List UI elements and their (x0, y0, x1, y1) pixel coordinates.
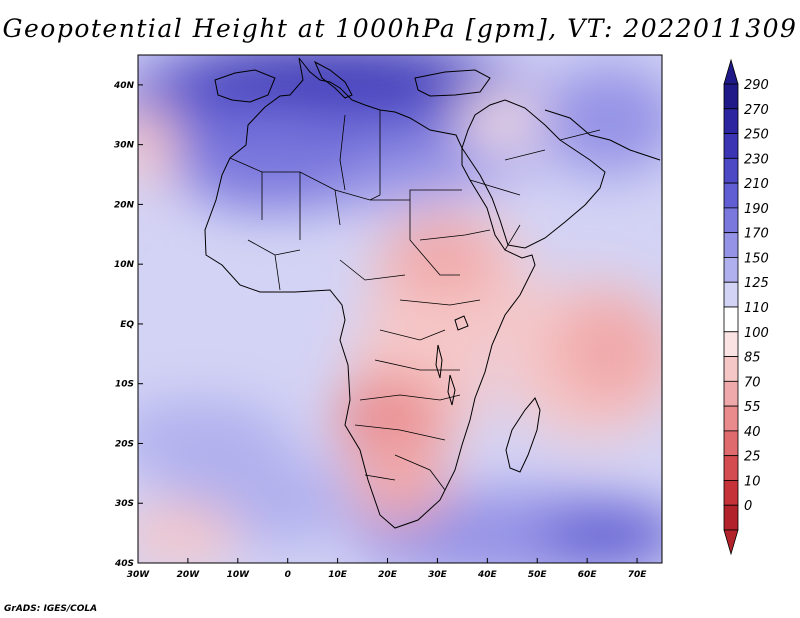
colorbar-swatch-170 (723, 232, 739, 258)
anatolia-coastline (414, 69, 491, 97)
colorbar-label: 70 (744, 375, 761, 390)
plot-frame (137, 54, 663, 564)
iran-coast (544, 109, 661, 161)
colorbar-swatch-230 (723, 157, 739, 184)
colorbar-label: 125 (744, 276, 769, 291)
colorbar-label: 190 (744, 202, 769, 217)
colorbar-top-arrow (723, 58, 739, 85)
colorbar-swatch-270 (723, 108, 739, 134)
colorbar-swatch-55 (723, 405, 739, 432)
lon-tick-label: 70E (628, 570, 648, 580)
colorbar-swatch-110 (723, 306, 739, 333)
colorbar-label: 40 (744, 425, 761, 440)
lon-tick-label: 50E (528, 570, 548, 580)
colorbar-label: 55 (744, 400, 761, 415)
colorbar-swatch-250 (723, 133, 739, 159)
colorbar-swatch-70 (723, 380, 739, 407)
colorbar-swatch-190 (723, 207, 739, 234)
lon-tick-label: 40E (477, 570, 498, 580)
lon-tick-label: 30E (428, 570, 448, 580)
colorbar-label: 230 (744, 152, 769, 167)
height-field (138, 55, 662, 563)
colorbar-swatch-10 (723, 480, 739, 506)
chart-title: Geopotential Height at 1000hPa [gpm], VT… (2, 14, 798, 43)
iberia-coastline (214, 69, 276, 103)
lon-tick-label: 20W (177, 570, 201, 580)
lon-tick-label: 30W (127, 570, 151, 580)
lat-tick-label: 40S (114, 559, 134, 569)
madagascar-coastline (505, 397, 541, 473)
lake-victoria (454, 315, 469, 331)
lon-tick-label: 20E (378, 570, 398, 580)
borders (229, 110, 601, 491)
arabia-coastline (461, 99, 606, 249)
italy-coastline (313, 60, 353, 99)
colorbar-bottom-arrow (723, 529, 739, 556)
colorbar-swatch-290 (723, 83, 739, 110)
colorbar-label: 110 (744, 301, 769, 316)
colorbar-swatch-85 (723, 356, 739, 382)
lat-tick-label: 20N (114, 200, 135, 210)
colorbar-label: 100 (744, 326, 769, 341)
colorbar-swatch-25 (723, 455, 739, 481)
grads-credit: GrADS: IGES/COLA (4, 604, 98, 614)
colorbar-label: 0 (744, 499, 752, 514)
colorbar-label: 270 (744, 103, 769, 118)
colorbar-swatch-210 (723, 182, 739, 209)
colorbar-label: 150 (744, 251, 769, 266)
lat-tick-label: 40N (113, 81, 135, 91)
colorbar-swatch-100 (723, 331, 739, 357)
colorbar-label: 250 (744, 128, 769, 143)
lat-tick-label: 30N (114, 141, 135, 151)
lake-tanganyika (435, 344, 443, 379)
colorbar-label: 10 (744, 474, 761, 489)
colorbar-label: 170 (744, 227, 769, 242)
latitude-axis: 40N 30N 20N 10N EQ 10S 20S 30S 40S (113, 81, 143, 569)
lat-tick-label: 20S (115, 439, 134, 449)
colorbar-label: 85 (744, 351, 761, 366)
lon-tick-label: 60E (578, 570, 598, 580)
africa-coastline (204, 57, 536, 529)
colorbar-swatch-0 (723, 504, 739, 531)
lon-tick-label: 10E (328, 570, 348, 580)
colorbar-swatch-125 (723, 281, 739, 308)
lake-malawi (447, 374, 456, 406)
colorbar-label: 290 (744, 78, 769, 93)
colorbar-label: 210 (744, 177, 769, 192)
coastlines (204, 57, 661, 529)
colorbar: 2902702502302101901701501251101008570554… (723, 58, 769, 556)
colorbar-swatch-150 (723, 257, 739, 283)
lat-tick-label: 30S (115, 499, 134, 509)
colorbar-swatch-40 (723, 430, 739, 457)
lat-tick-label: EQ (120, 320, 134, 330)
longitude-axis: 30W 20W 10W 0 10E 20E 30E 40E 50E 60E 70E (127, 558, 647, 580)
lon-tick-label: 10W (227, 570, 251, 580)
colorbar-label: 25 (744, 450, 761, 465)
lat-tick-label: 10N (114, 260, 135, 270)
lon-tick-label: 0 (285, 570, 291, 580)
lat-tick-label: 10S (115, 380, 134, 390)
